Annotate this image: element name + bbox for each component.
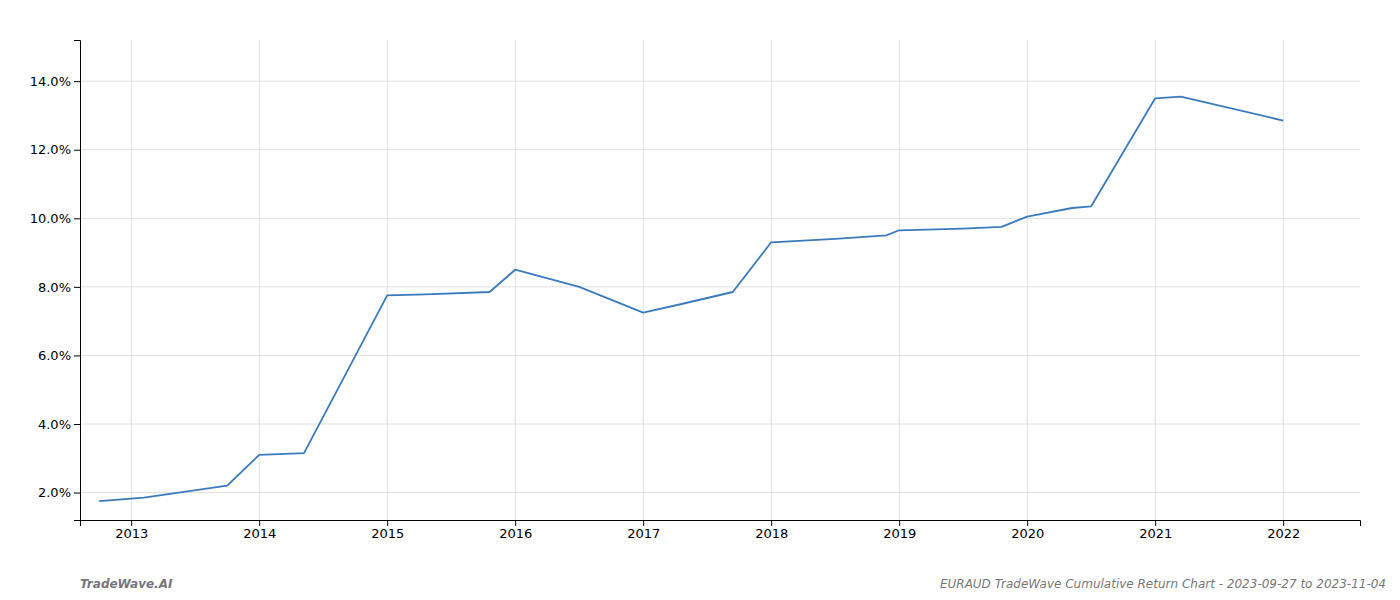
y-tick-mark (74, 81, 80, 82)
grid-line-y (80, 492, 1360, 493)
y-axis: 2.0% 4.0% 6.0% 8.0% 10.0% 12.0% 14.0% (30, 41, 81, 521)
x-tick-label: 2013 (115, 526, 148, 541)
chart: 2013 2014 2015 2016 2017 2018 2019 2020 2021 2022… (0, 0, 1400, 600)
y-tick: 12.0% (30, 142, 80, 157)
x-axis-line (81, 521, 1361, 527)
y-tick: 14.0% (30, 74, 80, 89)
x-tick-mark (387, 520, 388, 526)
y-tick-label: 4.0% (38, 417, 71, 432)
grid-line-y (80, 81, 1360, 82)
y-tick: 6.0% (38, 348, 80, 363)
x-tick-mark (643, 520, 644, 526)
x-tick-mark (1027, 520, 1028, 526)
footer-right: EURAUD TradeWave Cumulative Return Chart… (940, 577, 1386, 591)
x-tick-mark (899, 520, 900, 526)
line (99, 97, 1283, 502)
y-tick-label: 8.0% (38, 280, 71, 295)
x-tick-label: 2019 (883, 526, 916, 541)
y-tick: 8.0% (38, 280, 80, 295)
x-tick-label: 2017 (627, 526, 660, 541)
x-tick-mark (771, 520, 772, 526)
grid-line-x (1027, 40, 1028, 520)
x-tick: 2015 (371, 520, 404, 541)
y-tick-label: 6.0% (38, 348, 71, 363)
grid-line-x (643, 40, 644, 520)
grid-line-y (80, 424, 1360, 425)
x-tick: 2018 (755, 520, 788, 541)
x-tick: 2019 (883, 520, 916, 541)
y-tick-mark (74, 493, 80, 494)
y-tick-label: 2.0% (38, 485, 71, 500)
series (99, 97, 1283, 502)
y-tick: 10.0% (30, 211, 80, 226)
grid-line-x (515, 40, 516, 520)
x-tick: 2021 (1139, 520, 1172, 541)
x-tick-mark (131, 520, 132, 526)
y-tick-mark (74, 355, 80, 356)
y-tick-mark (74, 218, 80, 219)
footer-left: TradeWave.AI (80, 577, 173, 591)
grid-line-y (80, 149, 1360, 150)
x-tick: 2020 (1011, 520, 1044, 541)
y-tick-mark (74, 150, 80, 151)
y-tick-label: 14.0% (30, 74, 71, 89)
grid-line-x (387, 40, 388, 520)
y-tick-mark (74, 424, 80, 425)
y-tick-mark (74, 287, 80, 288)
grid-line-x (1155, 40, 1156, 520)
x-tick: 2013 (115, 520, 148, 541)
grid-line-y (80, 355, 1360, 356)
x-tick-label: 2021 (1139, 526, 1172, 541)
grid-line-x (259, 40, 260, 520)
x-tick-label: 2022 (1267, 526, 1300, 541)
grid-line-y (80, 286, 1360, 287)
x-tick-label: 2018 (755, 526, 788, 541)
y-axis-line (74, 41, 81, 521)
plot: 2013 2014 2015 2016 2017 2018 2019 2020 2021 2022… (30, 40, 1361, 541)
y-tick-label: 10.0% (30, 211, 71, 226)
y-tick: 2.0% (38, 485, 80, 500)
grid-line-x (131, 40, 132, 520)
x-tick-label: 2020 (1011, 526, 1044, 541)
grid-line-x (899, 40, 900, 520)
grid-line-x (1283, 40, 1284, 520)
x-tick: 2022 (1267, 520, 1300, 541)
x-tick: 2017 (627, 520, 660, 541)
grid (80, 40, 1360, 520)
x-tick-mark (1283, 520, 1284, 526)
grid-line-x (771, 40, 772, 520)
x-axis: 2013 2014 2015 2016 2017 2018 2019 2020 2021 2022 (81, 520, 1361, 541)
x-tick-mark (515, 520, 516, 526)
x-tick: 2016 (499, 520, 532, 541)
x-tick-mark (1155, 520, 1156, 526)
x-tick-label: 2016 (499, 526, 532, 541)
x-tick-label: 2014 (243, 526, 276, 541)
y-tick-label: 12.0% (30, 142, 71, 157)
y-tick: 4.0% (38, 417, 80, 432)
grid-line-y (80, 218, 1360, 219)
x-tick: 2014 (243, 520, 276, 541)
x-tick-mark (259, 520, 260, 526)
x-tick-label: 2015 (371, 526, 404, 541)
